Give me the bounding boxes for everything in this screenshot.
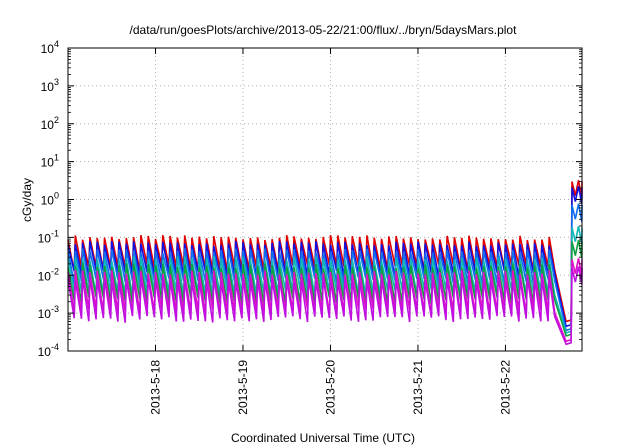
series-lines (67, 180, 583, 346)
y-tick-label: 101 (41, 153, 59, 170)
x-tick-label: 2013-5-18 (148, 360, 162, 415)
y-tick-label: 104 (41, 39, 59, 56)
y-tick-label: 10-4 (38, 342, 59, 359)
chart-title: /data/run/goesPlots/archive/2013-05-22/2… (130, 23, 518, 37)
series-line (67, 266, 583, 346)
y-tick-label: 102 (41, 115, 59, 132)
y-tick-label: 10-3 (38, 304, 59, 321)
x-tick-label: 2013-5-22 (498, 360, 512, 415)
y-tick-label: 10-2 (38, 266, 59, 283)
y-tick-label: 100 (41, 191, 59, 208)
y-tick-label: 10-1 (38, 228, 59, 245)
x-tick-label: 2013-5-19 (236, 360, 250, 415)
y-tick-label: 103 (41, 77, 59, 94)
y-axis-label: cGy/day (20, 178, 34, 222)
x-tick-label: 2013-5-21 (411, 360, 425, 415)
y-axis: 10-4 10-3 10-2 10-1 100 101 102 103 104 (38, 39, 582, 359)
x-tick-label: 2013-5-20 (323, 360, 337, 415)
x-axis-label: Coordinated Universal Time (UTC) (231, 431, 415, 445)
x-axis: 2013-5-18 2013-5-19 2013-5-20 2013-5-21 2013… (148, 48, 512, 415)
